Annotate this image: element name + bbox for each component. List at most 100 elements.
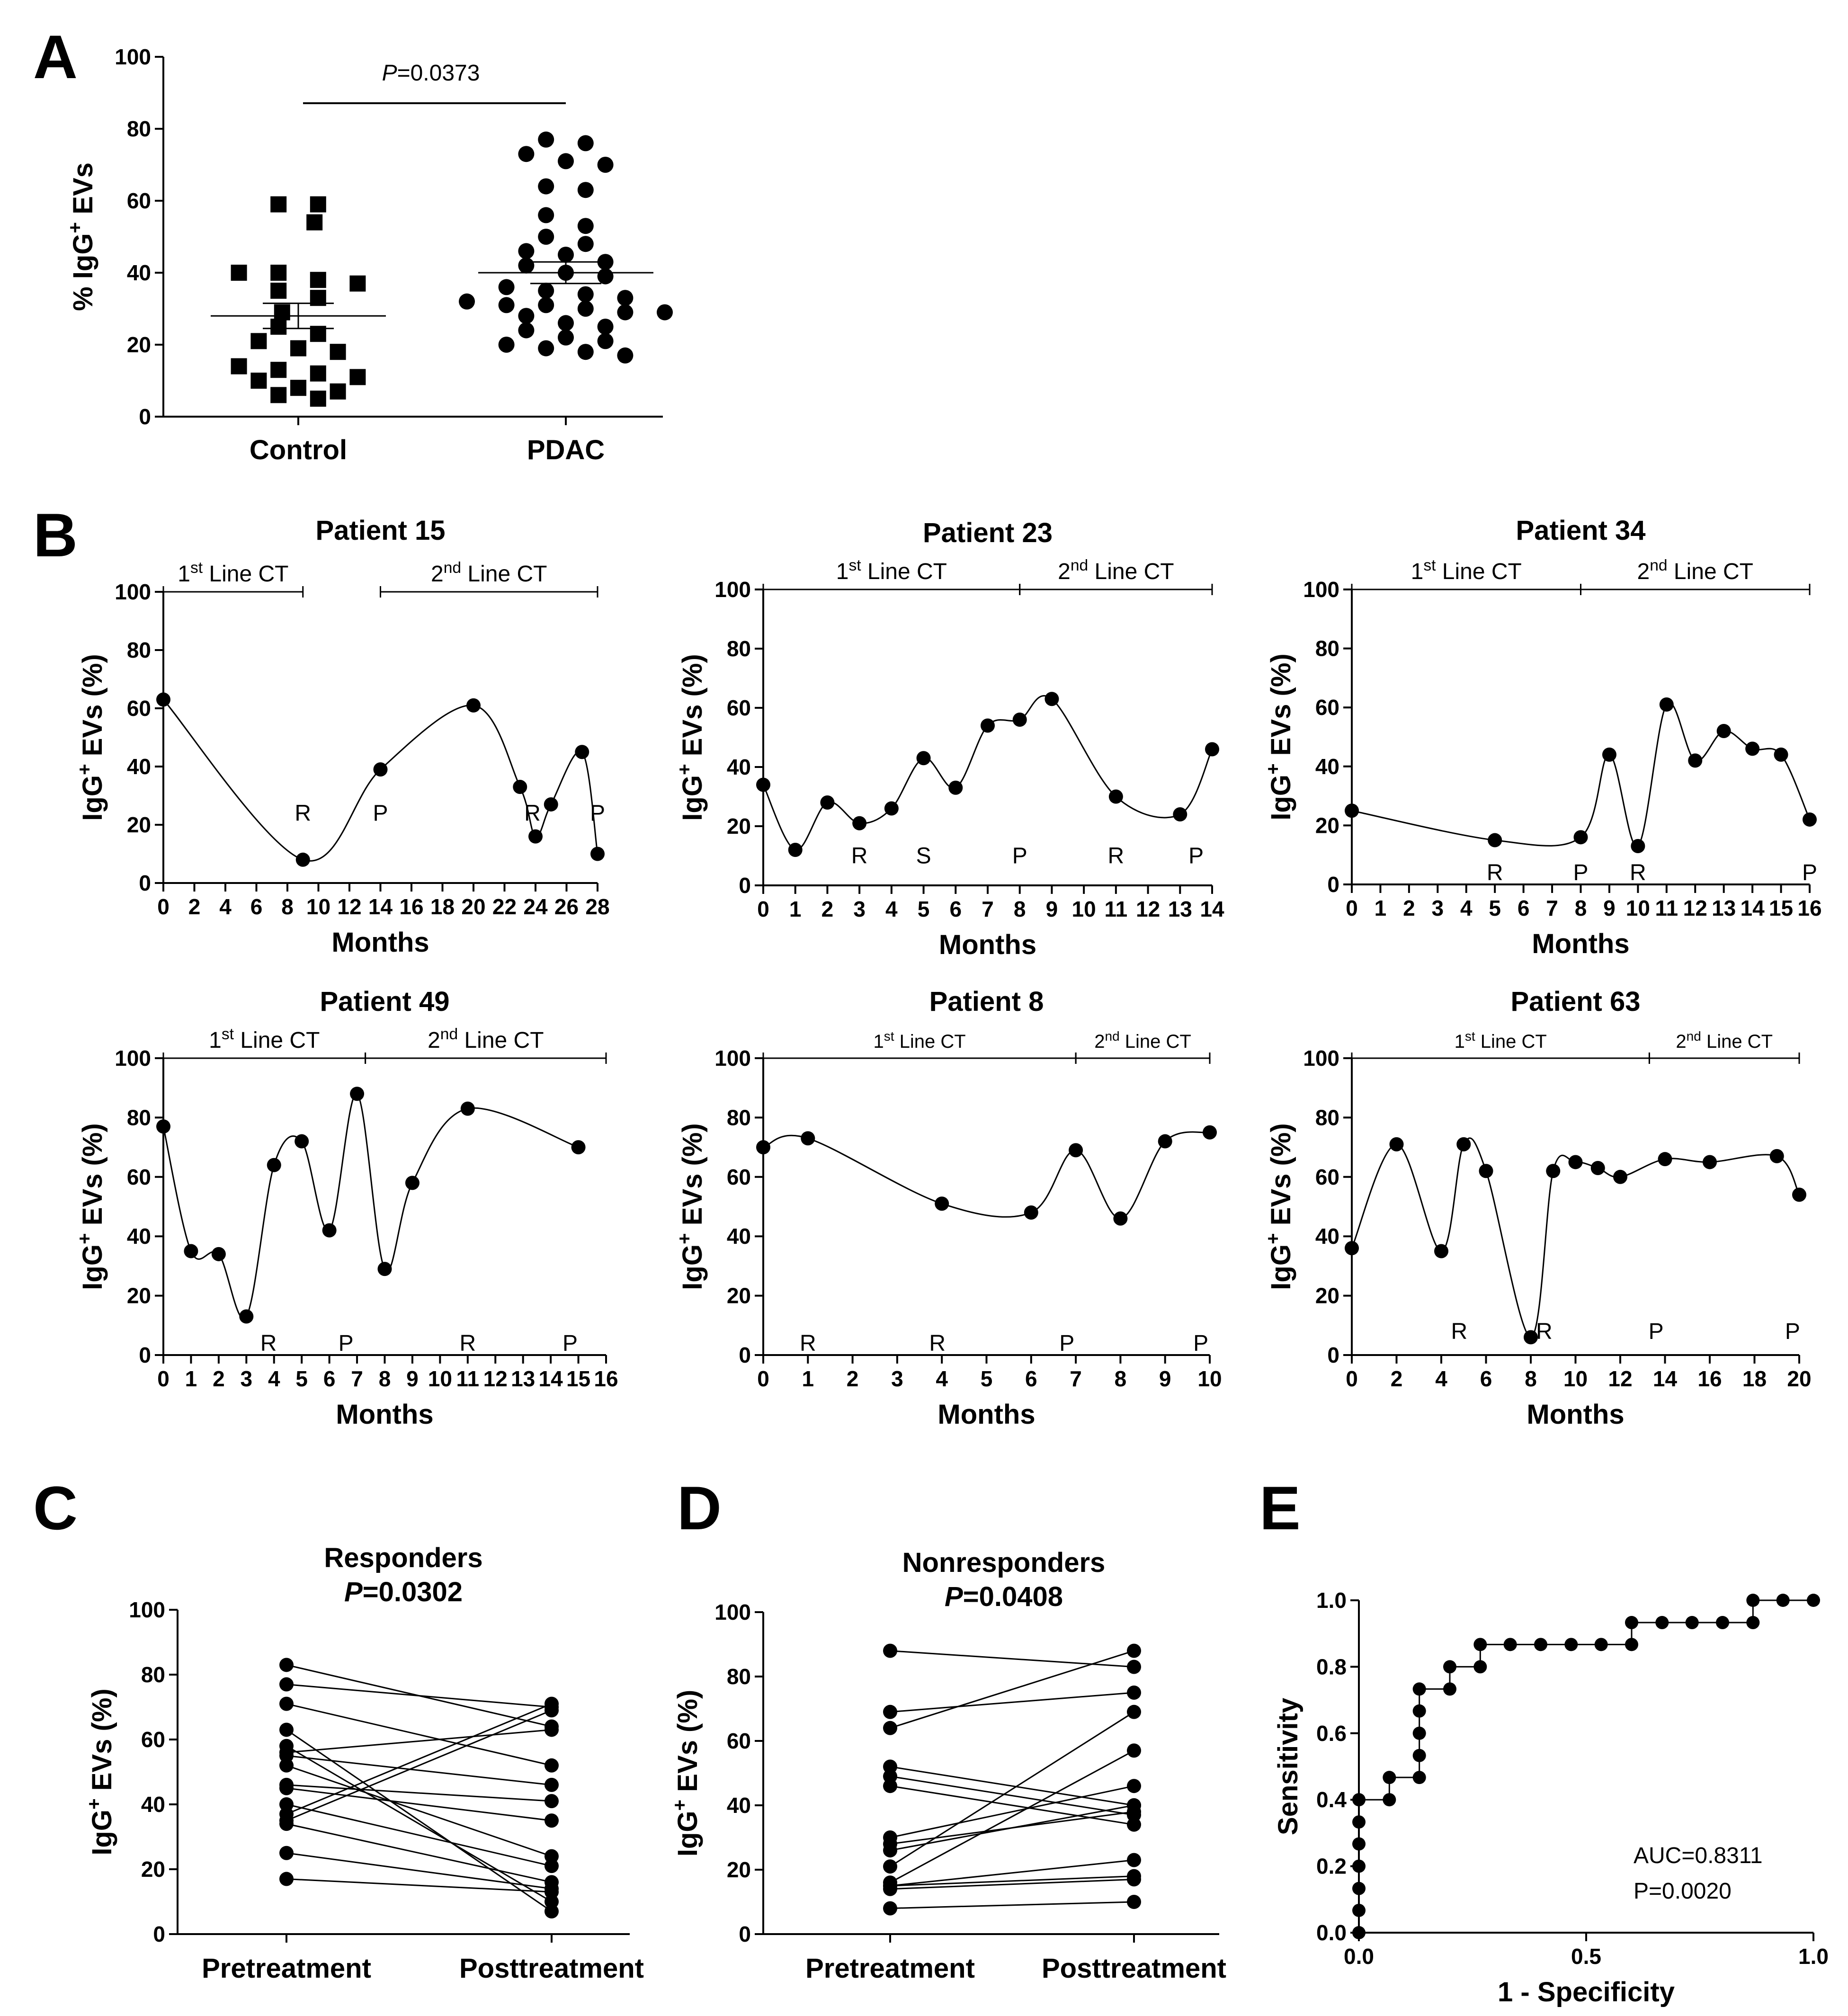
posttreatment-point bbox=[1127, 1743, 1141, 1758]
y-tick-label: 20 bbox=[727, 1857, 751, 1882]
x-tick-label: 4 bbox=[268, 1366, 280, 1391]
significance-label: P=0.0408 bbox=[945, 1581, 1063, 1612]
data-point bbox=[788, 843, 803, 857]
pretreatment-point bbox=[883, 1721, 897, 1735]
x-tick-label: 6 bbox=[1025, 1366, 1037, 1391]
x-tick-label: 15 bbox=[566, 1366, 590, 1391]
data-point bbox=[1024, 1205, 1038, 1220]
data-point bbox=[1069, 1143, 1083, 1158]
superscript: st bbox=[222, 1026, 234, 1043]
x-axis-title: Months bbox=[937, 1399, 1035, 1430]
p-value: =0.0408 bbox=[963, 1581, 1063, 1612]
x-tick-label: 12 bbox=[337, 894, 361, 919]
text-part: 2 bbox=[428, 1028, 440, 1053]
posttreatment-point bbox=[545, 1849, 559, 1864]
data-point bbox=[1345, 803, 1359, 818]
data-point bbox=[405, 1176, 420, 1190]
pair-line bbox=[286, 1703, 552, 1766]
x-tick-label: 0.0 bbox=[1344, 1944, 1374, 1969]
x-tick-label: 3 bbox=[891, 1366, 903, 1391]
data-point bbox=[852, 816, 867, 830]
y-tick-label: 0 bbox=[1327, 872, 1339, 897]
response-annotation: P bbox=[1188, 844, 1204, 869]
patient-chart: Patient 63 0 20 40 60 80 100 IgG+ EVs (%) 0 2 4 6 8 1… bbox=[1262, 986, 1812, 1430]
pretreatment-point bbox=[883, 1779, 897, 1793]
text-part: Line CT bbox=[894, 1031, 965, 1052]
y-tick-label: 40 bbox=[141, 1792, 165, 1817]
control-point bbox=[270, 319, 287, 335]
text-part: EVs (%) bbox=[1266, 1123, 1296, 1233]
data-point bbox=[575, 745, 589, 759]
posttreatment-point bbox=[1127, 1872, 1141, 1887]
pretreatment-point bbox=[279, 1758, 294, 1773]
text-part: IgG bbox=[77, 775, 108, 821]
response-annotation: P bbox=[1012, 844, 1027, 869]
data-point bbox=[377, 1262, 392, 1276]
x-tick-label: 12 bbox=[1683, 896, 1707, 920]
y-tick-label: 100 bbox=[1303, 1046, 1339, 1070]
y-tick-label: 60 bbox=[727, 1165, 751, 1189]
treatment-line-label: 1st Line CT bbox=[209, 1026, 320, 1053]
x-tick-label: 9 bbox=[1159, 1366, 1171, 1391]
x-tick-label: 8 bbox=[1525, 1366, 1537, 1391]
posttreatment-point bbox=[545, 1859, 559, 1873]
text-part: EVs bbox=[68, 162, 98, 222]
pdac-point bbox=[459, 293, 475, 310]
text-part: Line CT bbox=[1475, 1031, 1547, 1052]
y-tick-label: 60 bbox=[127, 188, 151, 213]
pair-line bbox=[286, 1684, 552, 1708]
pretreatment-point bbox=[883, 1882, 897, 1896]
data-point bbox=[466, 698, 481, 713]
control-point bbox=[270, 387, 287, 403]
text-part: Line CT bbox=[458, 1028, 544, 1053]
superscript: nd bbox=[1650, 557, 1667, 574]
control-point bbox=[270, 265, 287, 281]
pdac-point bbox=[538, 297, 554, 313]
roc-point bbox=[1746, 1616, 1760, 1630]
panel-letter-a: A bbox=[33, 22, 78, 91]
y-axis-title: IgG+ EVs (%) bbox=[1262, 1123, 1296, 1290]
y-tick-label: 1.0 bbox=[1316, 1588, 1347, 1613]
x-tick-label: 0.5 bbox=[1571, 1944, 1601, 1969]
pair-line bbox=[890, 1901, 1134, 1909]
x-tick-label: 13 bbox=[1712, 896, 1736, 920]
control-point bbox=[310, 391, 326, 407]
response-annotation: P bbox=[1802, 860, 1817, 885]
treatment-line-label: 2nd Line CT bbox=[428, 1026, 544, 1053]
data-point bbox=[1769, 1149, 1784, 1163]
treatment-line-label: 2nd Line CT bbox=[1094, 1029, 1191, 1053]
y-tick-label: 0 bbox=[139, 404, 151, 429]
y-tick-label: 60 bbox=[727, 1729, 751, 1753]
data-point bbox=[373, 762, 388, 777]
x-tick-label: 2 bbox=[213, 1366, 225, 1391]
control-point bbox=[250, 333, 267, 349]
pretreatment-point bbox=[883, 1843, 897, 1858]
posttreatment-point bbox=[1127, 1704, 1141, 1719]
pdac-point bbox=[538, 340, 554, 357]
response-annotation: P bbox=[590, 801, 605, 826]
text-part: 2 bbox=[1637, 559, 1650, 584]
data-point bbox=[1045, 692, 1059, 706]
y-axis-title: IgG+ EVs (%) bbox=[73, 1123, 108, 1290]
pair-line bbox=[286, 1823, 552, 1883]
pdac-point bbox=[498, 337, 515, 353]
patient-chart: Patient 8 0 20 40 60 80 100 IgG+ EVs (%) 0 1 2 3 4 5 6… bbox=[673, 986, 1222, 1430]
p-value: =0.0302 bbox=[363, 1577, 463, 1607]
pretreatment-point bbox=[279, 1748, 294, 1763]
posttreatment-point bbox=[1127, 1853, 1141, 1867]
pdac-point bbox=[577, 301, 594, 317]
text-part: IgG bbox=[1266, 775, 1296, 821]
y-tick-label: 0.6 bbox=[1316, 1721, 1347, 1746]
pdac-point bbox=[577, 218, 594, 234]
x-tick-label: 2 bbox=[847, 1366, 859, 1391]
treatment-line-label: 2nd Line CT bbox=[1676, 1029, 1773, 1053]
pair-line bbox=[286, 1878, 552, 1893]
treatment-line-label: 1st Line CT bbox=[1411, 557, 1522, 585]
pretreatment-point bbox=[279, 1658, 294, 1672]
text-part: 1 bbox=[209, 1028, 222, 1053]
pdac-point bbox=[577, 286, 594, 303]
treatment-line-label: 2nd Line CT bbox=[1637, 557, 1753, 585]
